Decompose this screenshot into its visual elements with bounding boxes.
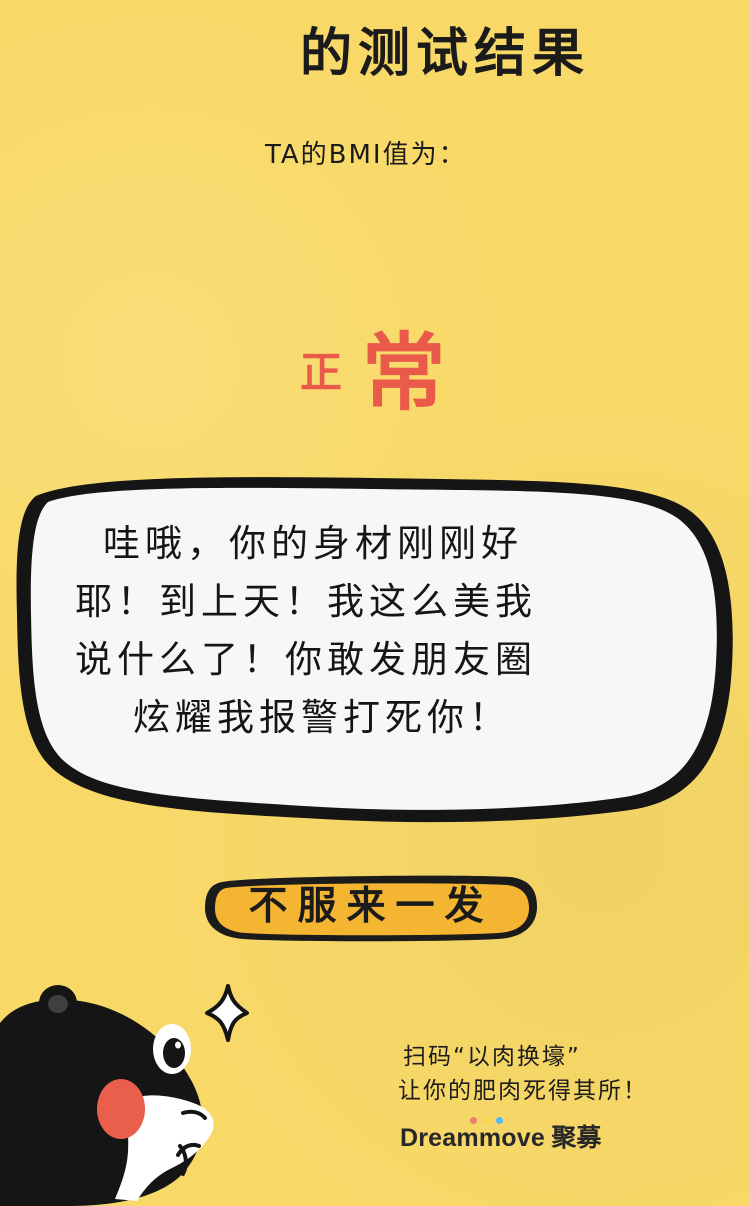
brand-name: Dreammove <box>400 1124 545 1152</box>
bear-illustration <box>0 985 214 1206</box>
message-line-1: 哇哦，你的身材刚刚好 <box>103 522 523 565</box>
message-text: 哇哦，你的身材刚刚好 耶！到上天！我这么美我 说什么了！你敢发朋友圈 炫耀我报警… <box>75 515 685 747</box>
speech-bubble-shape <box>16 477 733 823</box>
button-shape <box>205 875 537 942</box>
footer-line-1: 扫码“以肉换壕” <box>403 1044 581 1070</box>
message-line-4: 炫耀我报警打死你！ <box>133 696 511 739</box>
sparkle-icon <box>205 984 249 1042</box>
footer-text: 扫码“以肉换壕” 让你的肥肉死得其所！ <box>398 1040 738 1108</box>
bmi-result: 正 常 <box>300 318 446 428</box>
page-title: 的测试结果 <box>300 24 591 84</box>
retry-button[interactable]: 不服来一发 <box>198 866 544 950</box>
brand-cn-name: 聚募 <box>551 1124 602 1152</box>
footer-line-2: 让你的肥肉死得其所！ <box>398 1078 648 1104</box>
retry-button-label: 不服来一发 <box>248 885 494 928</box>
brand-logo: Dreammove 聚募 <box>400 1117 602 1155</box>
bmi-label: TA的BMI值为： <box>265 140 467 170</box>
brand-dots-icon <box>470 1117 510 1127</box>
message-line-2: 耶！到上天！我这么美我 <box>75 580 537 623</box>
message-bubble: 哇哦，你的身材刚刚好 耶！到上天！我这么美我 说什么了！你敢发朋友圈 炫耀我报警… <box>0 460 750 840</box>
bmi-result-large: 常 <box>361 324 446 422</box>
message-line-3: 说什么了！你敢发朋友圈 <box>75 638 537 681</box>
bmi-result-small: 正 <box>300 348 343 397</box>
